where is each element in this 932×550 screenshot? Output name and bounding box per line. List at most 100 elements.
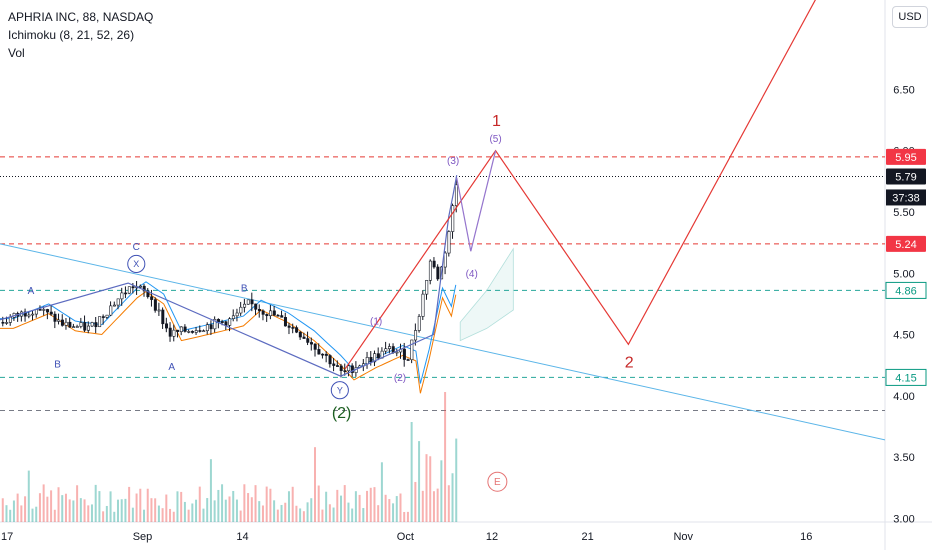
volume-bar (388, 499, 391, 522)
candle (432, 260, 436, 268)
candle (172, 329, 176, 337)
candle (231, 315, 235, 319)
x-tick-label: 16 (800, 531, 812, 543)
candle (179, 326, 183, 332)
candle (5, 322, 9, 324)
volume-bar (120, 499, 123, 522)
candle (60, 319, 64, 326)
volume-bar (406, 511, 409, 522)
volume-bar (42, 484, 45, 522)
volume-bar (16, 493, 19, 522)
volume-bar (191, 503, 194, 522)
candle (176, 329, 180, 332)
wave-path (344, 0, 816, 370)
volume-bar (280, 504, 283, 522)
volume-bar (432, 491, 435, 522)
level-price-badge-text: 5.95 (895, 152, 916, 164)
candle (447, 231, 451, 254)
candle (209, 324, 213, 330)
plot-area: A B CX A B Y (2) (1) (2) (3) (4) (5) 1 2 E (0, 0, 885, 522)
volume-bar (68, 499, 71, 522)
wave-label-circle (487, 471, 508, 492)
volume-bar (224, 499, 227, 522)
candle (1, 321, 5, 324)
candle (410, 339, 414, 360)
volume-bar (243, 484, 246, 522)
volume-bar (444, 392, 447, 522)
candle (328, 355, 332, 365)
candle (272, 310, 276, 316)
volume-bar (384, 494, 387, 522)
volume-bar (64, 493, 67, 522)
candle (376, 353, 380, 359)
candle (157, 309, 161, 312)
volume-bar (369, 487, 372, 522)
candle (369, 357, 373, 363)
volume-bar (265, 486, 268, 522)
wave-label-circle (330, 381, 349, 400)
volume-bar (295, 505, 298, 522)
wave-label: B (54, 360, 61, 371)
volume-bar (336, 489, 339, 522)
volume-bar (410, 422, 413, 522)
level-price-badge-border (885, 281, 927, 299)
candle (94, 322, 98, 328)
candle (90, 322, 94, 327)
volume-bar (180, 491, 183, 522)
candle (86, 325, 90, 331)
volume-bar (76, 485, 79, 522)
volume-bar (128, 486, 131, 522)
candle (373, 353, 377, 363)
volume-bar (187, 509, 190, 522)
volume-bar (131, 507, 134, 522)
candle (153, 299, 157, 311)
currency-button[interactable]: USD (892, 6, 928, 28)
wave-path (0, 175, 458, 377)
x-tick-label: Nov (673, 531, 693, 543)
volume-bar (157, 505, 160, 522)
volume-bar (362, 508, 365, 522)
volume-bar (343, 485, 346, 522)
volume-bar (347, 502, 350, 522)
candle (138, 285, 142, 288)
volume-bar (403, 511, 406, 522)
ichimoku-line (0, 290, 457, 394)
volume-bar (328, 504, 331, 522)
candle (414, 330, 418, 341)
x-tick-label: 21 (582, 531, 594, 543)
candle (443, 252, 447, 268)
candle (98, 316, 102, 328)
volume-indicator-label[interactable]: Vol (8, 46, 25, 60)
candle (31, 313, 35, 316)
volume-bar (340, 495, 343, 522)
candle (317, 349, 321, 355)
candle (406, 359, 410, 361)
candle (202, 330, 206, 333)
volume-bar (239, 510, 242, 522)
y-tick-label: 4.50 (893, 330, 914, 342)
volume-bar (250, 497, 253, 522)
ichimoku-indicator-label[interactable]: Ichimoku (8, 21, 52, 26) (8, 28, 135, 42)
volume-bar (183, 501, 186, 522)
volume-bar (287, 491, 290, 522)
countdown-badge-text: 37:38 (892, 192, 920, 204)
volume-bar (455, 438, 458, 522)
volume-bar (12, 500, 15, 522)
candle (384, 348, 388, 352)
y-tick-label: 3.00 (893, 513, 914, 525)
volume-bar (392, 503, 395, 522)
candle (83, 322, 87, 331)
candle (142, 285, 146, 292)
candle (112, 304, 116, 307)
symbol-title[interactable]: APHRIA INC, 88, NASDAQ (8, 10, 154, 24)
x-tick-label: 12 (486, 531, 498, 543)
volume-bar (1, 498, 4, 522)
candle (276, 314, 280, 317)
wave-label: C (133, 242, 140, 253)
volume-bar (109, 491, 112, 522)
candle (425, 280, 429, 295)
candle (421, 293, 425, 317)
volume-bar (302, 511, 305, 522)
volume-bar (27, 470, 30, 522)
